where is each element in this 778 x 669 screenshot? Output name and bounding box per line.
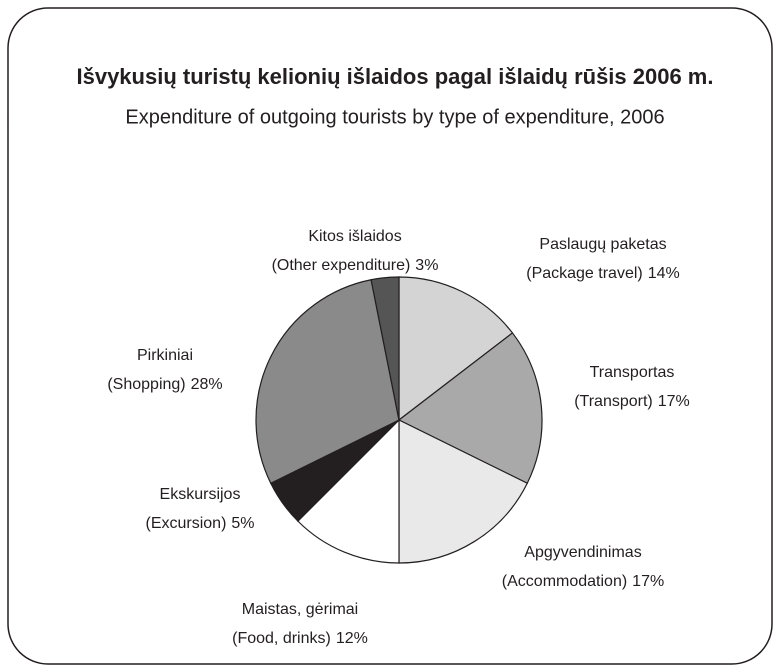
slice-label-en: (Transport) 17% [574, 393, 690, 410]
slice-label: Maistas, gėrimai [242, 601, 358, 618]
slice-label: Apgyvendinimas [524, 544, 641, 561]
slice-label-en: (Excursion) 5% [145, 515, 254, 532]
pie-slice [297, 418, 400, 564]
value-label: 5% [231, 515, 254, 532]
chart-title: Išvykusių turistų kelionių išlaidos paga… [76, 64, 713, 89]
value-label: 28% [191, 376, 223, 393]
value-label: 14% [648, 265, 680, 282]
slice-label-en: (Package travel) 14% [526, 265, 680, 282]
slice-label-en: (Shopping) 28% [107, 376, 222, 393]
slice-label-en: (Accommodation) 17% [502, 573, 664, 590]
slice-label: Pirkiniai [137, 347, 193, 364]
pie-slice [255, 279, 400, 485]
slice-label-en-name: (Other expenditure) [272, 257, 411, 274]
pie-slice [398, 276, 514, 422]
slice-label-en-name: (Accommodation) [502, 573, 627, 590]
slice-label-en-name: (Excursion) [145, 515, 226, 532]
value-label: 17% [658, 393, 690, 410]
value-label: 17% [632, 573, 664, 590]
slice-label-en-name: (Shopping) [107, 376, 185, 393]
slice-label: Kitos išlaidos [308, 228, 401, 245]
pie-slice [370, 276, 400, 421]
slice-label: Transportas [590, 364, 675, 381]
slice-label-en-name: (Food, drinks) [232, 630, 331, 647]
slice-label: Ekskursijos [160, 486, 241, 503]
slice-label-en-name: (Package travel) [526, 265, 643, 282]
slice-label-en: (Other expenditure) 3% [272, 257, 439, 274]
slice-label-en-name: (Transport) [574, 393, 653, 410]
chart-subtitle: Expenditure of outgoing tourists by type… [125, 106, 664, 128]
value-label: 3% [415, 257, 438, 274]
slice-label-en: (Food, drinks) 12% [232, 630, 368, 647]
value-label: 12% [336, 630, 368, 647]
pie-slice [397, 332, 543, 485]
slice-label: Paslaugų paketas [539, 236, 666, 253]
pie-slice [398, 419, 529, 564]
